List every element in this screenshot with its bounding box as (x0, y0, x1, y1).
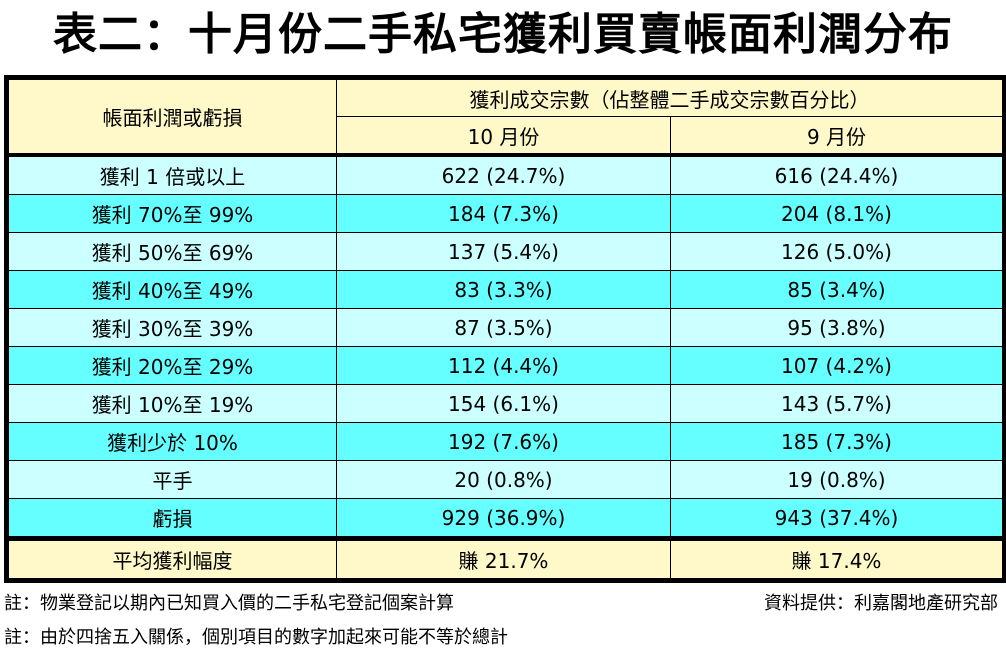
row-label: 平手 (6, 460, 337, 499)
value-sep: 95 (3.8%) (670, 308, 1005, 347)
row-label: 獲利 40%至 49% (6, 270, 337, 309)
average-oct: 賺 21.7% (336, 536, 671, 581)
average-label: 平均獲利幅度 (6, 536, 337, 581)
row-label: 獲利 10%至 19% (6, 384, 337, 423)
value-sep: 616 (24.4%) (670, 153, 1005, 195)
value-sep: 107 (4.2%) (670, 346, 1005, 385)
column-header-oct: 10 月份 (336, 116, 671, 156)
value-oct: 192 (7.6%) (336, 422, 671, 461)
group-header: 獲利成交宗數（佔整體二手成交宗數百分比） (336, 77, 1005, 117)
table-row: 獲利少於 10% 192 (7.6%) 185 (7.3%) (6, 422, 1005, 461)
row-label: 獲利 20%至 29% (6, 346, 337, 385)
value-oct: 112 (4.4%) (336, 346, 671, 385)
table-row: 獲利 30%至 39% 87 (3.5%) 95 (3.8%) (6, 308, 1005, 347)
value-oct: 137 (5.4%) (336, 232, 671, 271)
page-title: 表二：十月份二手私宅獲利買賣帳面利潤分布 (53, 9, 953, 60)
table-row: 獲利 50%至 69% 137 (5.4%) 126 (5.0%) (6, 232, 1005, 271)
table-row: 獲利 1 倍或以上 622 (24.7%) 616 (24.4%) (6, 153, 1005, 195)
value-oct: 83 (3.3%) (336, 270, 671, 309)
value-sep: 19 (0.8%) (670, 460, 1005, 499)
table-row: 平手 20 (0.8%) 19 (0.8%) (6, 460, 1005, 499)
month-header-row: 10 月份 9 月份 (7, 116, 1005, 156)
table-row: 獲利 20%至 29% 112 (4.4%) 107 (4.2%) (6, 346, 1005, 385)
row-label: 獲利少於 10% (6, 422, 337, 461)
value-oct: 20 (0.8%) (336, 460, 671, 499)
profit-distribution-table: 帳面利潤或虧損 獲利成交宗數（佔整體二手成交宗數百分比） 10 月份 9 月份 … (4, 75, 1006, 583)
row-label: 虧損 (6, 498, 337, 539)
row-label: 獲利 50%至 69% (6, 232, 337, 271)
table-row: 獲利 10%至 19% 154 (6.1%) 143 (5.7%) (6, 384, 1005, 423)
table-row: 獲利 70%至 99% 184 (7.3%) 204 (8.1%) (6, 194, 1005, 233)
value-sep: 185 (7.3%) (670, 422, 1005, 461)
header-row: 帳面利潤或虧損 獲利成交宗數（佔整體二手成交宗數百分比） (6, 77, 1005, 156)
average-row: 平均獲利幅度 賺 21.7% 賺 17.4% (6, 536, 1005, 581)
row-header: 帳面利潤或虧損 (6, 77, 337, 156)
table-row: 獲利 40%至 49% 83 (3.3%) 85 (3.4%) (6, 270, 1005, 309)
value-oct: 184 (7.3%) (336, 194, 671, 233)
row-label: 獲利 1 倍或以上 (6, 153, 337, 195)
source-credit: 資料提供：利嘉閣地產研究部 (764, 593, 998, 614)
average-sep: 賺 17.4% (670, 536, 1005, 581)
row-label: 獲利 30%至 39% (6, 308, 337, 347)
note-registration: 註：物業登記以期內已知買入價的二手私宅登記個案計算 (4, 593, 454, 614)
column-header-sep: 9 月份 (670, 116, 1005, 156)
row-label: 獲利 70%至 99% (6, 194, 337, 233)
value-sep: 143 (5.7%) (670, 384, 1005, 423)
note-rounding: 註：由於四捨五入關係，個別項目的數字加起來可能不等於總計 (4, 627, 508, 648)
value-sep: 204 (8.1%) (670, 194, 1005, 233)
value-oct: 929 (36.9%) (336, 498, 671, 539)
value-sep: 85 (3.4%) (670, 270, 1005, 309)
value-oct: 87 (3.5%) (336, 308, 671, 347)
table-row: 虧損 929 (36.9%) 943 (37.4%) (6, 498, 1005, 539)
value-sep: 943 (37.4%) (670, 498, 1005, 539)
value-sep: 126 (5.0%) (670, 232, 1005, 271)
value-oct: 154 (6.1%) (336, 384, 671, 423)
value-oct: 622 (24.7%) (336, 153, 671, 195)
